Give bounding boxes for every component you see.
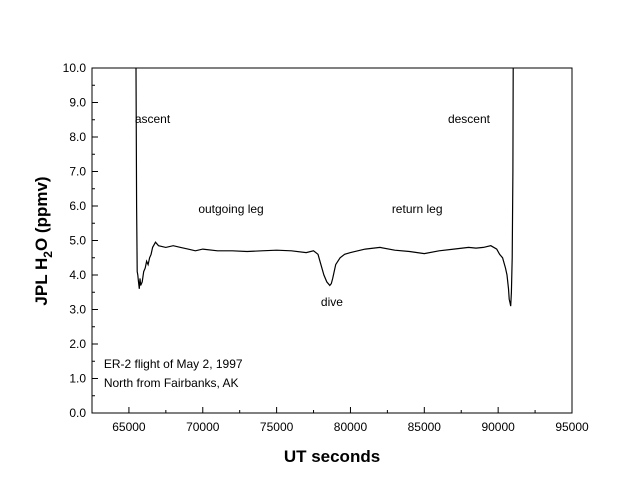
annotation-label: dive <box>321 295 343 309</box>
y-tick-label: 6.0 <box>69 199 86 213</box>
y-tick-label: 0.0 <box>69 406 86 420</box>
x-tick-label: 65000 <box>112 420 146 434</box>
y-tick-label: 5.0 <box>69 234 86 248</box>
x-tick-label: 85000 <box>408 420 442 434</box>
y-tick-label: 9.0 <box>69 96 86 110</box>
y-axis-title: JPL H2O (ppmv) <box>32 176 55 305</box>
y-tick-label: 3.0 <box>69 303 86 317</box>
axis-ticks <box>92 67 573 414</box>
y-tick-label: 7.0 <box>69 165 86 179</box>
y-axis-title-start: JPL H <box>32 258 51 306</box>
y-axis-title-end: O (ppmv) <box>32 176 51 251</box>
x-tick-label: 70000 <box>186 420 220 434</box>
x-tick-label: 95000 <box>555 420 589 434</box>
annotations: ascent descent outgoing leg return leg dive E… <box>104 112 491 390</box>
x-tick-label: 75000 <box>260 420 294 434</box>
annotation-label: return leg <box>392 202 443 216</box>
y-tick-label: 1.0 <box>69 372 86 386</box>
series-line <box>135 67 514 307</box>
x-tick-label: 80000 <box>334 420 368 434</box>
y-tick-label: 2.0 <box>69 337 86 351</box>
annotation-label: ER-2 flight of May 2, 1997 <box>104 357 243 371</box>
tick-labels: 0.0 1.0 2.0 3.0 4.0 5.0 6.0 7.0 8.0 9.0 10.0 65000 7… <box>63 61 589 434</box>
y-axis-title-subscript: 2 <box>41 251 55 258</box>
annotation-label: outgoing leg <box>198 202 263 216</box>
annotation-label: North from Fairbanks, AK <box>104 376 239 390</box>
y-tick-label: 10.0 <box>63 61 87 75</box>
y-tick-label: 4.0 <box>69 268 86 282</box>
annotation-label: ascent <box>135 112 171 126</box>
y-tick-label: 8.0 <box>69 130 86 144</box>
annotation-label: descent <box>448 112 491 126</box>
x-axis-title: UT seconds <box>284 447 380 466</box>
x-tick-label: 90000 <box>481 420 515 434</box>
